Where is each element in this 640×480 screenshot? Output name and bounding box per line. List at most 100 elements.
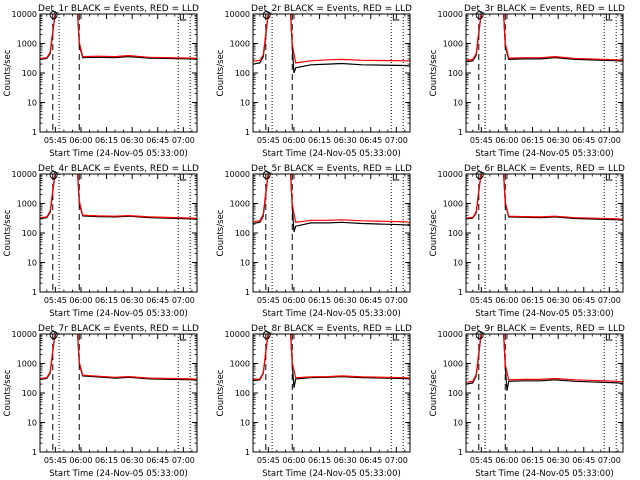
box-marker: [179, 14, 187, 21]
y-tick-label: 10000: [438, 330, 463, 339]
x-tick-label: 06:15: [95, 456, 118, 465]
x-tick-label: 06:30: [334, 296, 357, 305]
chart-title: Det_6r BLACK = Events, RED = LLD: [464, 164, 625, 174]
y-tick-label: 1: [458, 448, 463, 457]
y-tick-label: 10: [453, 419, 463, 428]
chart-title: Det_1r BLACK = Events, RED = LLD: [38, 4, 199, 14]
x-tick-label: 07:00: [172, 456, 195, 465]
box-marker: [605, 334, 613, 341]
events-series-line: [40, 14, 197, 60]
lld-series-line: [466, 14, 623, 61]
events-series-line: [253, 174, 410, 232]
plot-frame: [39, 333, 198, 453]
x-tick-label: 06:45: [146, 296, 169, 305]
box-marker: [605, 174, 613, 181]
y-tick-label: 10000: [12, 170, 37, 179]
y-tick-label: 1: [32, 128, 37, 137]
chart-panel-5: Det_5r BLACK = Events, RED = LLD Counts/s…: [216, 164, 412, 319]
y-axis-label: Counts/sec: [3, 49, 13, 96]
x-tick-label: 07:00: [172, 296, 195, 305]
x-tick-label: 06:15: [95, 136, 118, 145]
y-tick-label: 100: [448, 229, 463, 238]
y-tick-label: 1000: [17, 200, 37, 209]
x-tick-label: 06:45: [359, 456, 382, 465]
y-tick-label: 1: [245, 128, 250, 137]
circle-marker: [475, 171, 484, 179]
plot-frame: [39, 13, 198, 133]
x-tick-label: 06:45: [146, 136, 169, 145]
y-tick-label: 1000: [443, 40, 463, 49]
y-tick-label: 10000: [12, 330, 37, 339]
y-tick-label: 10: [453, 259, 463, 268]
chart-title: Det_5r BLACK = Events, RED = LLD: [251, 164, 412, 174]
chart-panel-4: Det_4r BLACK = Events, RED = LLD Counts/s…: [3, 164, 199, 319]
y-tick-label: 10: [240, 419, 250, 428]
events-series-line: [40, 174, 197, 220]
chart-title: Det_8r BLACK = Events, RED = LLD: [251, 324, 412, 334]
x-axis-label: Start Time (24-Nov-05 05:33:00): [262, 149, 401, 159]
box-marker: [392, 174, 400, 181]
x-tick-label: 06:45: [146, 456, 169, 465]
chart-panel-9: Det_9r BLACK = Events, RED = LLD Counts/s…: [429, 324, 625, 479]
x-axis-label: Start Time (24-Nov-05 05:33:00): [262, 309, 401, 319]
circle-marker: [475, 331, 484, 339]
events-series-line: [466, 14, 623, 63]
y-tick-label: 1: [458, 128, 463, 137]
x-tick-label: 05:45: [470, 136, 493, 145]
y-tick-label: 1000: [17, 40, 37, 49]
x-tick-label: 06:30: [334, 456, 357, 465]
events-series-line: [253, 14, 410, 74]
x-tick-label: 06:15: [308, 136, 331, 145]
plot-frame: [252, 333, 411, 453]
x-tick-label: 06:15: [308, 456, 331, 465]
plot-frame: [252, 13, 411, 133]
y-tick-label: 10: [240, 99, 250, 108]
y-tick-label: 100: [22, 229, 37, 238]
y-tick-label: 10000: [438, 170, 463, 179]
chart-panel-6: Det_6r BLACK = Events, RED = LLD Counts/s…: [429, 164, 625, 319]
x-tick-label: 05:45: [257, 296, 280, 305]
x-tick-label: 06:00: [69, 456, 92, 465]
y-axis-label: Counts/sec: [429, 369, 439, 416]
y-tick-label: 10000: [225, 170, 250, 179]
chart-panel-1: Det_1r BLACK = Events, RED = LLD Counts/s…: [3, 4, 199, 159]
plot-frame: [465, 13, 624, 133]
y-tick-label: 10000: [438, 10, 463, 19]
x-tick-label: 05:45: [44, 296, 67, 305]
x-tick-label: 07:00: [598, 296, 621, 305]
x-tick-label: 06:15: [95, 296, 118, 305]
x-axis-label: Start Time (24-Nov-05 05:33:00): [262, 469, 401, 479]
box-marker: [605, 14, 613, 21]
y-tick-label: 10: [240, 259, 250, 268]
y-tick-label: 10: [27, 259, 37, 268]
lld-series-line: [40, 334, 197, 380]
y-axis-label: Counts/sec: [3, 369, 13, 416]
y-tick-label: 1: [245, 448, 250, 457]
x-tick-label: 07:00: [385, 136, 408, 145]
chart-panel-7: Det_7r BLACK = Events, RED = LLD Counts/s…: [3, 324, 199, 479]
x-tick-label: 05:45: [470, 296, 493, 305]
x-tick-label: 06:15: [521, 296, 544, 305]
x-axis-label: Start Time (24-Nov-05 05:33:00): [475, 149, 614, 159]
y-tick-label: 10: [453, 99, 463, 108]
circle-marker: [262, 331, 271, 339]
x-tick-label: 06:00: [69, 136, 92, 145]
x-tick-label: 06:30: [121, 296, 144, 305]
y-tick-label: 10000: [225, 330, 250, 339]
chart-title: Det_7r BLACK = Events, RED = LLD: [38, 324, 199, 334]
x-tick-label: 06:30: [547, 136, 570, 145]
x-tick-label: 06:30: [121, 136, 144, 145]
chart-title: Det_4r BLACK = Events, RED = LLD: [38, 164, 199, 174]
x-tick-label: 06:00: [282, 456, 305, 465]
y-tick-label: 1000: [230, 360, 250, 369]
lld-series-line: [466, 174, 623, 220]
x-tick-label: 06:00: [282, 136, 305, 145]
x-axis-label: Start Time (24-Nov-05 05:33:00): [475, 469, 614, 479]
x-axis-label: Start Time (24-Nov-05 05:33:00): [49, 469, 188, 479]
y-tick-label: 1000: [443, 200, 463, 209]
x-tick-label: 06:45: [572, 456, 595, 465]
lld-series-line: [466, 334, 623, 383]
circle-marker: [49, 171, 58, 179]
x-tick-label: 06:30: [334, 136, 357, 145]
y-axis-label: Counts/sec: [216, 209, 226, 256]
